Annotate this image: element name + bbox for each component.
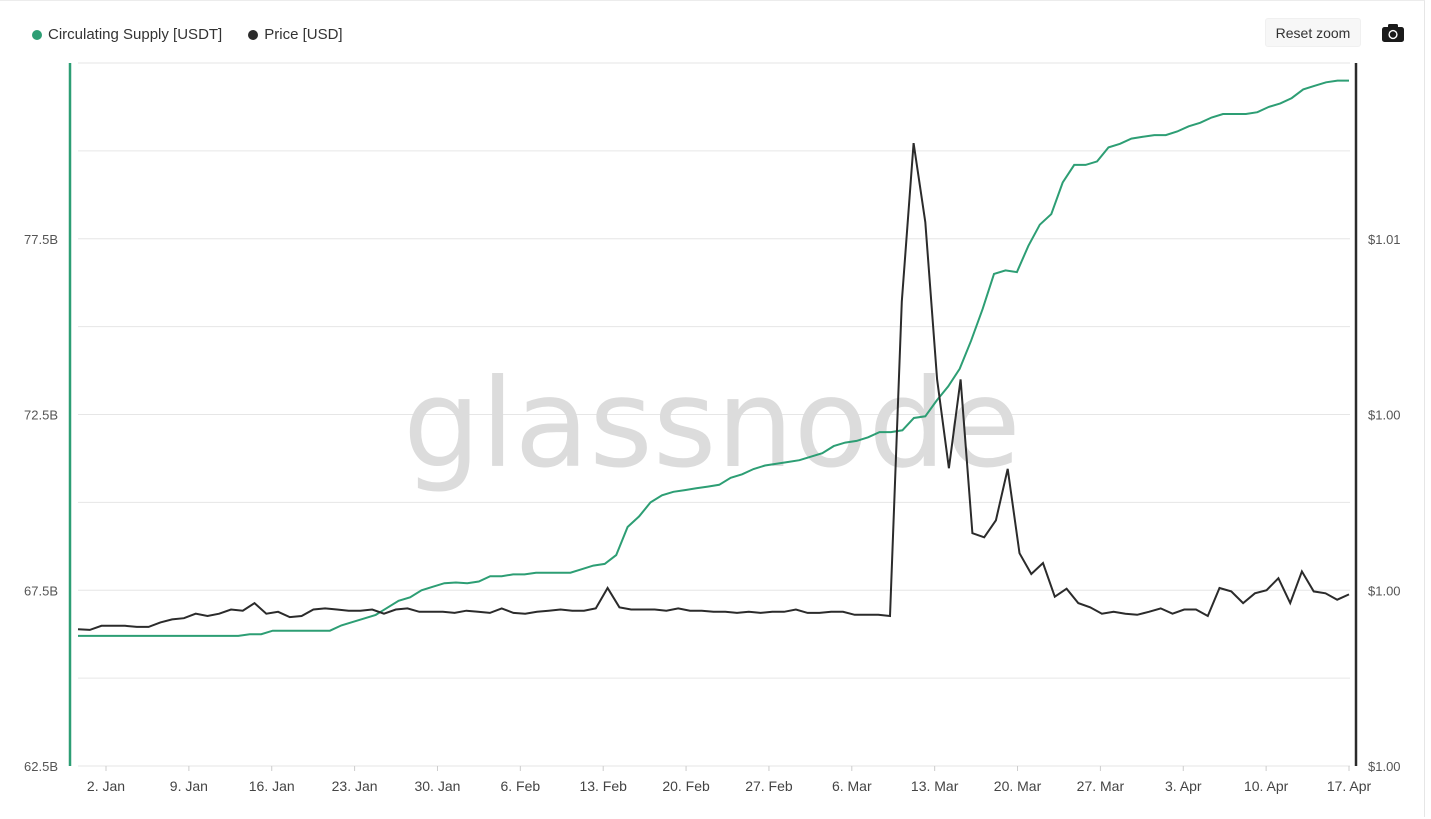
reset-zoom-button[interactable]: Reset zoom bbox=[1265, 18, 1361, 47]
left-tick-label: 67.5B bbox=[24, 583, 58, 598]
legend-label-price: Price [USD] bbox=[264, 26, 343, 43]
x-axis-ticks: 2. Jan 9. Jan 16. Jan 23. Jan 30. Jan 6. Feb 1… bbox=[87, 766, 1372, 794]
x-tick-label: 13. Mar bbox=[911, 778, 959, 794]
x-tick-label: 20. Feb bbox=[662, 778, 710, 794]
x-tick-label: 9. Jan bbox=[170, 778, 208, 794]
chart-legend: Circulating Supply [USDT] Price [USD] bbox=[32, 26, 343, 43]
x-tick-label: 27. Feb bbox=[745, 778, 793, 794]
x-tick-label: 3. Apr bbox=[1165, 778, 1202, 794]
left-tick-label: 72.5B bbox=[24, 408, 58, 423]
grid-lines bbox=[78, 62, 1350, 767]
legend-label-supply: Circulating Supply [USDT] bbox=[48, 26, 223, 43]
legend-item-price[interactable]: Price [USD] bbox=[248, 26, 343, 43]
watermark: glassnode bbox=[403, 353, 1021, 495]
x-tick-label: 27. Mar bbox=[1077, 778, 1125, 794]
x-tick-label: 13. Feb bbox=[579, 778, 627, 794]
legend-item-supply[interactable]: Circulating Supply [USDT] bbox=[32, 26, 222, 43]
right-axis-ticks: $1.00 $1.00 $1.00 $1.01 bbox=[1368, 232, 1401, 774]
right-tick-label: $1.00 bbox=[1368, 759, 1401, 774]
right-tick-label: $1.00 bbox=[1368, 583, 1401, 598]
left-tick-label: 77.5B bbox=[24, 232, 58, 247]
x-tick-label: 10. Apr bbox=[1244, 778, 1289, 794]
x-tick-label: 16. Jan bbox=[249, 778, 295, 794]
left-tick-label: 62.5B bbox=[24, 759, 58, 774]
legend-dot-price bbox=[248, 29, 259, 40]
right-tick-label: $1.00 bbox=[1368, 408, 1401, 423]
x-tick-label: 30. Jan bbox=[414, 778, 460, 794]
x-tick-label: 17. Apr bbox=[1327, 778, 1372, 794]
right-tick-label: $1.01 bbox=[1368, 232, 1401, 247]
x-tick-label: 23. Jan bbox=[332, 778, 378, 794]
legend-dot-supply bbox=[32, 29, 42, 40]
x-tick-label: 20. Mar bbox=[994, 778, 1042, 794]
x-tick-label: 2. Jan bbox=[87, 778, 125, 794]
series-line-price bbox=[77, 142, 1350, 631]
x-tick-label: 6. Mar bbox=[832, 778, 872, 794]
series-line-supply bbox=[78, 79, 1349, 637]
camera-icon[interactable] bbox=[1380, 22, 1406, 44]
left-axis-ticks: 62.5B 67.5B 72.5B 77.5B bbox=[24, 232, 58, 774]
x-tick-label: 6. Feb bbox=[500, 778, 540, 794]
